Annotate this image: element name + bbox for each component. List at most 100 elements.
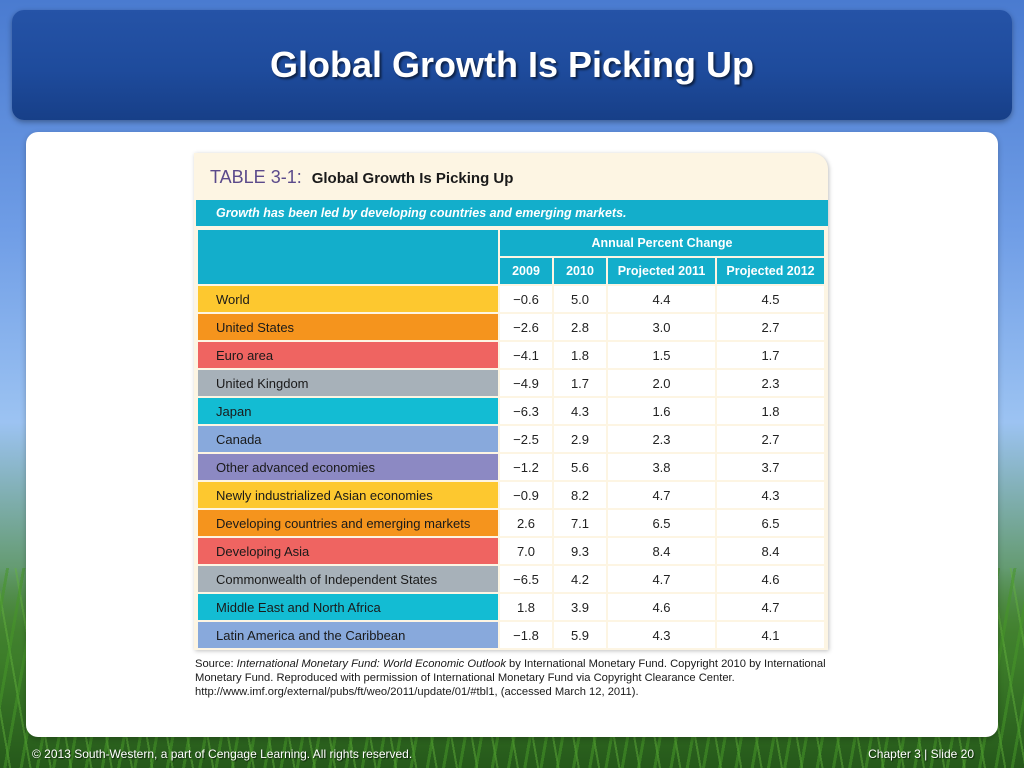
value-cell: 6.5 <box>717 510 824 536</box>
value-cell: −4.9 <box>500 370 552 396</box>
value-cell: 5.0 <box>554 286 606 312</box>
value-cell: 3.9 <box>554 594 606 620</box>
table-row: Canada −2.5 2.9 2.3 2.7 <box>198 426 824 452</box>
table-row: United States −2.6 2.8 3.0 2.7 <box>198 314 824 340</box>
value-cell: 9.3 <box>554 538 606 564</box>
row-label: Latin America and the Caribbean <box>198 622 498 648</box>
column-header: Projected 2012 <box>717 258 824 284</box>
table-row: Latin America and the Caribbean −1.8 5.9 4.… <box>198 622 824 648</box>
value-cell: 4.3 <box>608 622 715 648</box>
value-cell: 2.0 <box>608 370 715 396</box>
row-label: United Kingdom <box>198 370 498 396</box>
table-row: United Kingdom −4.9 1.7 2.0 2.3 <box>198 370 824 396</box>
row-label: Euro area <box>198 342 498 368</box>
value-cell: −0.9 <box>500 482 552 508</box>
value-cell: 2.7 <box>717 314 824 340</box>
column-header: Projected 2011 <box>608 258 715 284</box>
value-cell: 1.8 <box>554 342 606 368</box>
row-label: Middle East and North Africa <box>198 594 498 620</box>
value-cell: −0.6 <box>500 286 552 312</box>
value-cell: 1.5 <box>608 342 715 368</box>
row-label: Commonwealth of Independent States <box>198 566 498 592</box>
table-subtitle-bar: Growth has been led by developing countr… <box>196 200 828 226</box>
value-cell: 4.3 <box>717 482 824 508</box>
header-row-columns: 2009 2010 Projected 2011 Projected 2012 <box>198 258 824 284</box>
value-cell: 3.0 <box>608 314 715 340</box>
value-cell: 1.7 <box>554 370 606 396</box>
header-row-group: Annual Percent Change <box>198 230 824 284</box>
value-cell: 7.1 <box>554 510 606 536</box>
value-cell: 4.3 <box>554 398 606 424</box>
growth-table: Annual Percent Change 2009 2010 Projecte… <box>196 228 826 650</box>
value-cell: 2.8 <box>554 314 606 340</box>
value-cell: −6.3 <box>500 398 552 424</box>
table-row: Developing Asia 7.0 9.3 8.4 8.4 <box>198 538 824 564</box>
value-cell: 4.7 <box>717 594 824 620</box>
table-row: World −0.6 5.0 4.4 4.5 <box>198 286 824 312</box>
source-rest: by International Monetary Fund. Copyrigh… <box>195 658 826 698</box>
table-row: Commonwealth of Independent States −6.5 4.… <box>198 566 824 592</box>
table-title: Global Growth Is Picking Up <box>311 170 514 187</box>
value-cell: 3.7 <box>717 454 824 480</box>
header-blank-cell <box>198 230 498 284</box>
value-cell: 2.9 <box>554 426 606 452</box>
column-header: 2010 <box>554 258 606 284</box>
table-card: TABLE 3-1: Global Growth Is Picking Up G… <box>194 153 828 650</box>
row-label: World <box>198 286 498 312</box>
value-cell: 8.4 <box>717 538 824 564</box>
value-cell: 7.0 <box>500 538 552 564</box>
value-cell: 1.7 <box>717 342 824 368</box>
value-cell: 1.8 <box>500 594 552 620</box>
table-row: Newly industrialized Asian economies −0.9… <box>198 482 824 508</box>
row-label: Japan <box>198 398 498 424</box>
row-label: Canada <box>198 426 498 452</box>
table-number: TABLE 3-1: <box>210 167 302 187</box>
value-cell: 2.7 <box>717 426 824 452</box>
footer-slide-ref: Chapter 3 | Slide 20 <box>868 747 974 761</box>
value-cell: 5.6 <box>554 454 606 480</box>
column-header: 2009 <box>500 258 552 284</box>
table-row: Middle East and North Africa 1.8 3.9 4.6 4.7 <box>198 594 824 620</box>
row-label: United States <box>198 314 498 340</box>
value-cell: −4.1 <box>500 342 552 368</box>
value-cell: −1.8 <box>500 622 552 648</box>
value-cell: 2.6 <box>500 510 552 536</box>
value-cell: 4.7 <box>608 566 715 592</box>
value-cell: 8.2 <box>554 482 606 508</box>
table-row: Developing countries and emerging market… <box>198 510 824 536</box>
value-cell: 4.4 <box>608 286 715 312</box>
table-row: Euro area −4.1 1.8 1.5 1.7 <box>198 342 824 368</box>
value-cell: 1.6 <box>608 398 715 424</box>
slide-title: Global Growth Is Picking Up <box>269 44 755 85</box>
value-cell: 5.9 <box>554 622 606 648</box>
value-cell: −2.6 <box>500 314 552 340</box>
source-publication: International Monetary Fund: World Econo… <box>236 658 506 670</box>
table-row: Other advanced economies −1.2 5.6 3.8 3.7 <box>198 454 824 480</box>
value-cell: 4.6 <box>717 566 824 592</box>
table-subtitle: Growth has been led by developing countr… <box>216 206 627 220</box>
row-label: Developing Asia <box>198 538 498 564</box>
value-cell: 1.8 <box>717 398 824 424</box>
table-row: Japan −6.3 4.3 1.6 1.8 <box>198 398 824 424</box>
value-cell: 3.8 <box>608 454 715 480</box>
value-cell: 4.2 <box>554 566 606 592</box>
value-cell: 8.4 <box>608 538 715 564</box>
value-cell: 4.5 <box>717 286 824 312</box>
value-cell: 4.1 <box>717 622 824 648</box>
group-header: Annual Percent Change <box>500 230 824 256</box>
source-prefix: Source: <box>195 658 237 670</box>
value-cell: 6.5 <box>608 510 715 536</box>
value-cell: 4.6 <box>608 594 715 620</box>
source-note: Source: International Monetary Fund: Wor… <box>195 657 835 699</box>
value-cell: 4.7 <box>608 482 715 508</box>
value-cell: −6.5 <box>500 566 552 592</box>
value-cell: −2.5 <box>500 426 552 452</box>
row-label: Newly industrialized Asian economies <box>198 482 498 508</box>
value-cell: −1.2 <box>500 454 552 480</box>
table-heading: TABLE 3-1: Global Growth Is Picking Up <box>210 167 513 189</box>
value-cell: 2.3 <box>608 426 715 452</box>
row-label: Other advanced economies <box>198 454 498 480</box>
title-bar: Global Growth Is Picking Up <box>12 10 1012 120</box>
value-cell: 2.3 <box>717 370 824 396</box>
footer-copyright: © 2013 South-Western, a part of Cengage … <box>32 747 413 761</box>
